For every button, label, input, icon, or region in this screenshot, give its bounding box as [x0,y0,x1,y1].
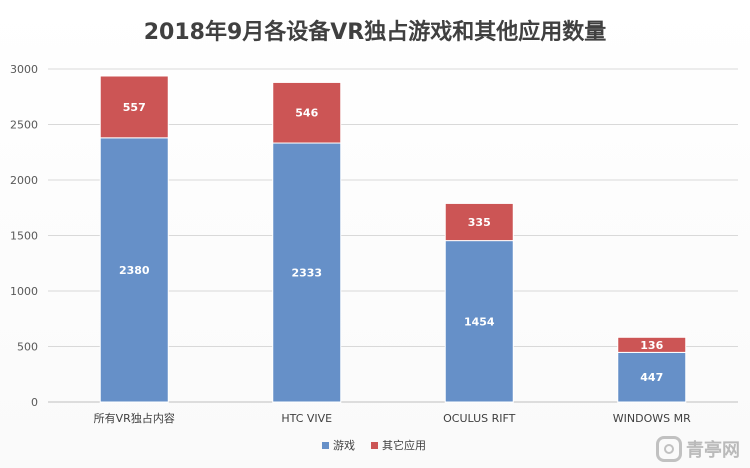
legend-label: 游戏 [333,439,355,452]
y-tick-label: 0 [31,396,38,409]
y-tick-label: 2500 [10,119,38,132]
bar-other-apps [444,202,514,242]
data-label: 447 [640,371,663,384]
y-tick-label: 1500 [10,230,38,243]
legend-swatch [371,442,378,449]
y-tick-label: 1000 [10,285,38,298]
x-tick-label: WINDOWS MR [613,412,691,425]
bar-games [444,240,514,403]
data-label: 136 [640,339,663,352]
watermark: 青亭网 [656,436,740,462]
bar-other-apps [272,81,342,144]
legend-swatch [322,442,329,449]
bar-other-apps [99,75,169,139]
y-tick-label: 500 [17,341,38,354]
x-tick-label: 所有VR独占内容 [94,411,175,425]
bar-games [617,351,687,403]
data-label: 335 [468,216,491,229]
data-label: 546 [295,107,318,120]
legend-label: 其它应用 [382,438,426,452]
watermark-logo-icon [656,436,682,462]
y-tick-label: 2000 [10,174,38,187]
data-label: 557 [123,101,146,114]
data-label: 1454 [464,315,495,328]
x-tick-label: HTC VIVE [281,412,332,425]
bar-other-apps [617,336,687,353]
chart-title: 2018年9月各设备VR独占游戏和其他应用数量 [143,20,607,45]
x-tick-label: OCULUS RIFT [443,412,516,425]
y-tick-label: 3000 [10,63,38,76]
bar-games [272,142,342,403]
data-label: 2380 [119,264,150,277]
data-label: 2333 [291,267,322,280]
watermark-text: 青亭网 [686,440,740,461]
